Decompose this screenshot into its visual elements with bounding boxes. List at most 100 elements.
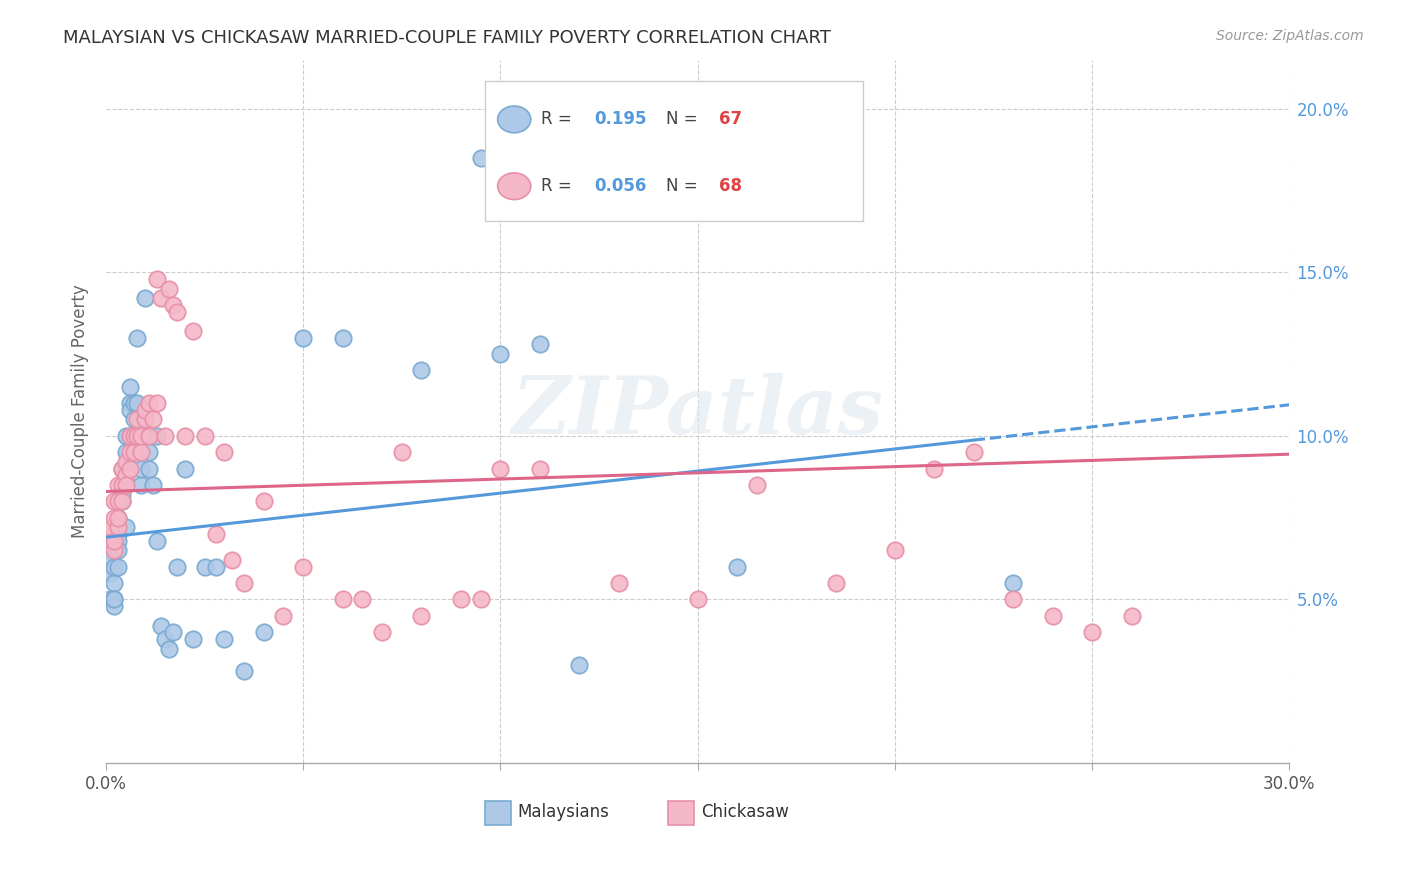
Point xyxy=(1002,592,1025,607)
Point xyxy=(166,304,188,318)
Point xyxy=(193,429,215,443)
Point xyxy=(352,592,374,607)
Point xyxy=(122,445,145,459)
Ellipse shape xyxy=(498,106,531,133)
Point xyxy=(150,292,173,306)
Text: Malaysians: Malaysians xyxy=(517,804,610,822)
Point xyxy=(162,625,184,640)
Point xyxy=(122,396,145,410)
Point xyxy=(103,592,125,607)
Point xyxy=(1081,625,1104,640)
Y-axis label: Married-Couple Family Poverty: Married-Couple Family Poverty xyxy=(72,285,89,538)
Point xyxy=(118,380,141,394)
Point xyxy=(103,510,125,524)
Point xyxy=(111,478,134,492)
FancyBboxPatch shape xyxy=(668,801,695,825)
Point xyxy=(824,576,846,591)
Point xyxy=(118,429,141,443)
Point xyxy=(1121,608,1143,623)
Point xyxy=(142,478,165,492)
Point xyxy=(142,412,165,426)
Point xyxy=(127,396,149,410)
Point xyxy=(146,533,169,548)
Point xyxy=(103,559,125,574)
Point xyxy=(103,527,125,541)
Point xyxy=(233,665,256,679)
Point xyxy=(883,543,905,558)
Point xyxy=(725,559,748,574)
Point xyxy=(371,625,394,640)
Point xyxy=(98,592,121,607)
Point xyxy=(111,461,134,475)
Text: N =: N = xyxy=(665,111,703,128)
Point xyxy=(332,331,354,345)
Point xyxy=(450,592,472,607)
Point xyxy=(332,592,354,607)
Point xyxy=(391,445,413,459)
Point xyxy=(103,543,125,558)
Text: 0.195: 0.195 xyxy=(595,111,647,128)
Point xyxy=(470,592,492,607)
Point xyxy=(114,455,136,469)
FancyBboxPatch shape xyxy=(485,80,863,221)
Point xyxy=(205,559,228,574)
Point xyxy=(924,461,946,475)
Point xyxy=(489,347,512,361)
Point xyxy=(98,520,121,534)
Point xyxy=(98,527,121,541)
Point xyxy=(253,494,276,508)
Point xyxy=(138,429,160,443)
Point xyxy=(146,396,169,410)
Point xyxy=(107,559,129,574)
Point xyxy=(489,461,512,475)
Point xyxy=(221,553,243,567)
Point xyxy=(131,478,153,492)
Point xyxy=(107,520,129,534)
Point xyxy=(98,553,121,567)
Point xyxy=(134,412,156,426)
Text: R =: R = xyxy=(541,178,578,195)
Point xyxy=(181,632,204,646)
Point xyxy=(111,494,134,508)
Text: R =: R = xyxy=(541,111,578,128)
Point xyxy=(107,478,129,492)
Point xyxy=(529,337,551,351)
Point xyxy=(127,429,149,443)
Point xyxy=(127,429,149,443)
Point xyxy=(157,641,180,656)
Point xyxy=(107,533,129,548)
Point xyxy=(127,412,149,426)
Point xyxy=(153,429,176,443)
Point xyxy=(114,468,136,483)
Point xyxy=(103,592,125,607)
Point xyxy=(568,657,591,672)
Point xyxy=(173,429,195,443)
Point xyxy=(103,533,125,548)
Point xyxy=(963,445,986,459)
Point xyxy=(150,618,173,632)
Point xyxy=(173,461,195,475)
Point xyxy=(122,445,145,459)
Point xyxy=(529,461,551,475)
Point xyxy=(181,324,204,338)
Point xyxy=(134,412,156,426)
Point xyxy=(212,445,235,459)
Point xyxy=(146,429,169,443)
Point xyxy=(111,461,134,475)
Point xyxy=(107,527,129,541)
Point xyxy=(162,298,184,312)
Point xyxy=(107,520,129,534)
Point xyxy=(411,363,433,377)
Point xyxy=(107,510,129,524)
Point xyxy=(114,429,136,443)
Text: MALAYSIAN VS CHICKASAW MARRIED-COUPLE FAMILY POVERTY CORRELATION CHART: MALAYSIAN VS CHICKASAW MARRIED-COUPLE FA… xyxy=(63,29,831,46)
Text: ZIPatlas: ZIPatlas xyxy=(512,373,884,450)
Point xyxy=(292,331,315,345)
Point xyxy=(103,576,125,591)
Point xyxy=(98,543,121,558)
Point xyxy=(233,576,256,591)
Point xyxy=(118,445,141,459)
Point xyxy=(146,272,169,286)
Point xyxy=(111,494,134,508)
Text: N =: N = xyxy=(665,178,703,195)
